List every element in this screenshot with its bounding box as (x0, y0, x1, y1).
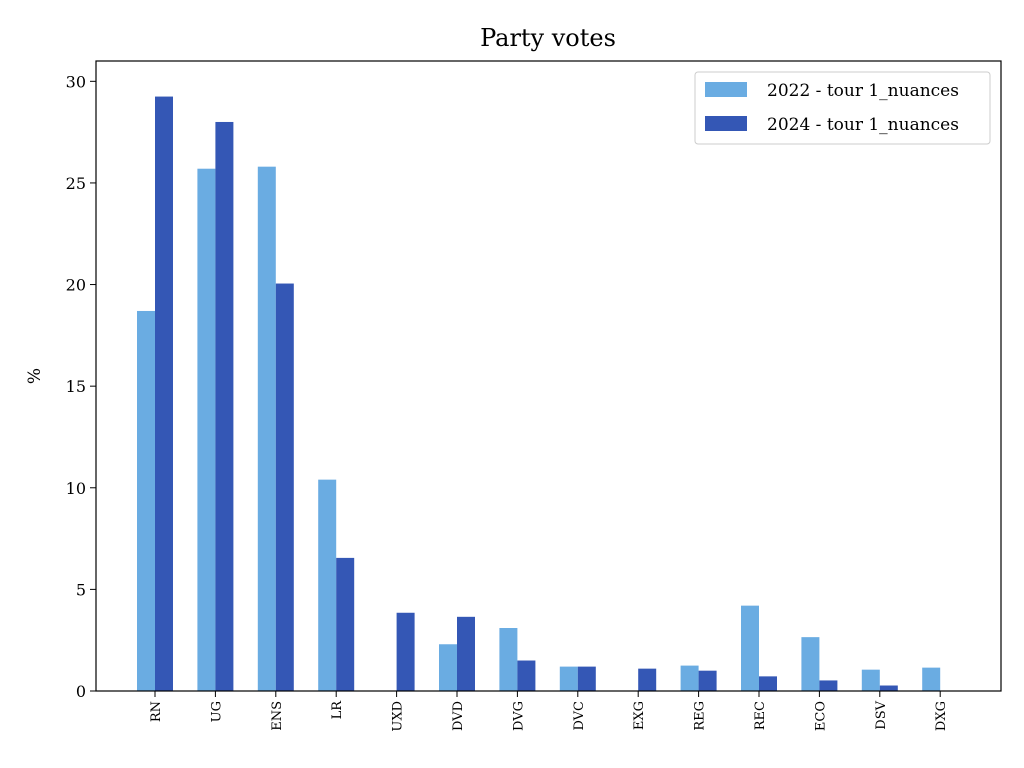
bar-2022-lr (318, 479, 337, 691)
y-tick-label: 20 (66, 276, 86, 295)
x-tick-label-lr: LR (330, 700, 345, 720)
x-tick-label-dvg: DVG (511, 701, 526, 731)
y-tick-label: 5 (76, 580, 86, 599)
bar-2024-dsv (879, 685, 898, 691)
x-tick-label-ens: ENS (270, 701, 285, 731)
legend-label-2022: 2022 - tour 1_nuances (767, 81, 959, 101)
x-axis: RN UG ENS LR UXD DVD DVG DVC EXG REG REC ECO DSV DXG (149, 691, 949, 732)
chart-title: Party votes (480, 24, 616, 52)
bar-2022-dvc (559, 666, 578, 691)
legend-swatch-2024 (705, 116, 747, 131)
bar-2024-dvd (457, 616, 475, 691)
bar-2024-eco (819, 680, 838, 691)
x-tick-label-dvd: DVD (451, 701, 466, 731)
bar-2022-reg (680, 665, 699, 691)
x-tick-label-dsv: DSV (874, 700, 889, 729)
bar-2022-rn (137, 310, 155, 691)
bars-group (137, 96, 941, 692)
bar-2022-ens (257, 166, 276, 691)
x-tick-label-exg: EXG (632, 701, 647, 730)
bar-2024-rn (155, 96, 173, 691)
bar-2022-dvd (439, 644, 457, 691)
bar-2024-reg (698, 670, 717, 691)
bar-2022-dvg (499, 628, 518, 691)
y-tick-label: 10 (66, 479, 86, 498)
y-tick-label: 30 (66, 72, 86, 91)
y-axis-label: % (25, 368, 45, 384)
bar-2024-ug (215, 121, 234, 691)
x-tick-label-rec: REC (753, 701, 768, 730)
bar-2022-dsv (861, 669, 880, 691)
bar-2024-exg (638, 668, 657, 691)
legend-swatch-2022 (705, 82, 747, 97)
x-tick-label-reg: REG (693, 701, 708, 731)
legend-label-2024: 2024 - tour 1_nuances (767, 115, 959, 135)
bar-2024-rec (759, 676, 777, 691)
bar-2022-eco (801, 637, 820, 691)
bar-2024-ens (275, 283, 294, 691)
x-tick-label-eco: ECO (813, 701, 828, 731)
bar-2024-dvg (517, 660, 536, 691)
x-tick-label-dvc: DVC (572, 701, 587, 731)
x-tick-label-ug: UG (209, 701, 224, 722)
legend-box (694, 71, 991, 145)
bar-2022-rec (741, 605, 759, 691)
x-tick-label-dxg: DXG (934, 701, 949, 731)
plot-frame (95, 60, 1002, 692)
bar-2022-ug (197, 168, 216, 692)
legend: 2022 - tour 1_nuances 2024 - tour 1_nuan… (694, 71, 991, 145)
bar-2022-dxg (922, 667, 941, 691)
x-tick-label-uxd: UXD (391, 701, 406, 732)
y-axis: 0 5 10 15 20 25 30 (66, 72, 96, 701)
y-tick-label: 25 (66, 174, 86, 193)
x-tick-label-rn: RN (149, 701, 164, 722)
bar-2024-lr (336, 557, 355, 691)
bar-2024-uxd (396, 612, 415, 691)
y-tick-label: 15 (66, 377, 86, 396)
bar-2024-dvc (577, 666, 596, 691)
y-tick-label: 0 (76, 682, 86, 701)
